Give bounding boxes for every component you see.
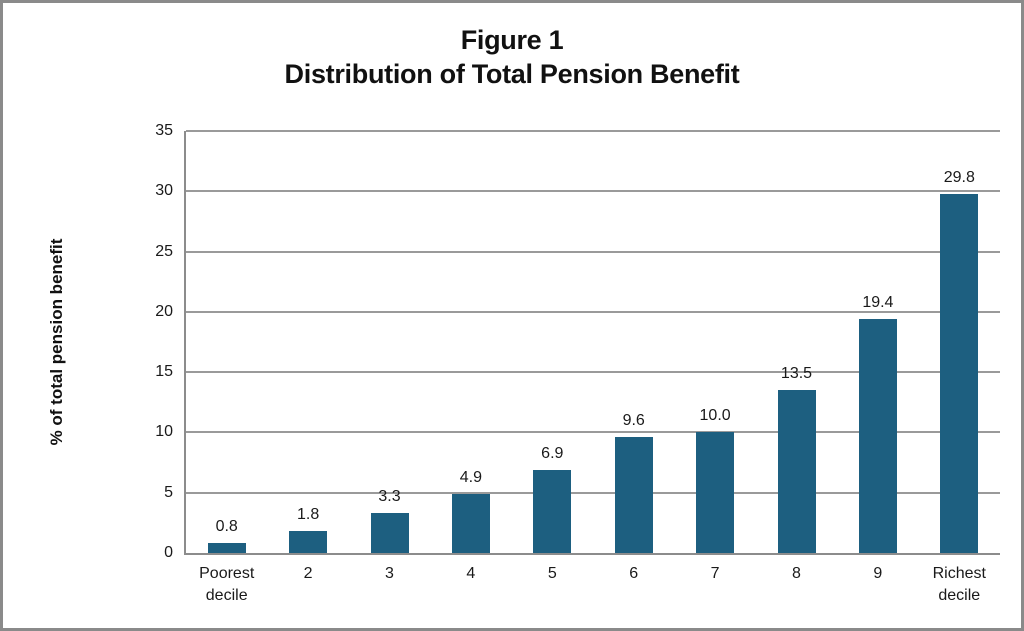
bar-value-label-1.8: 1.8 <box>296 506 320 524</box>
gridline-35 <box>186 130 1000 132</box>
bar-richest-decile <box>940 193 979 553</box>
gridline-15 <box>186 371 1000 374</box>
x-tick-label-poorest-decile: Poorest decile <box>199 565 255 604</box>
gridline-30 <box>186 190 1000 193</box>
gridline-25 <box>186 250 1000 253</box>
y-tick-label-15: 15 <box>155 363 173 381</box>
bar-9 <box>858 319 897 553</box>
bar-3 <box>370 513 409 553</box>
gridline-20 <box>186 310 1000 313</box>
plot-area: 0.8 1.8 3.3 4.9 6.9 9.6 10.0 13.5 19.4 29.8 <box>184 130 1000 555</box>
x-tick-label-6: 6 <box>629 565 639 582</box>
gridline-5 <box>186 491 1000 494</box>
bar-poorest-decile <box>207 543 246 553</box>
x-tick-label-5: 5 <box>547 565 557 582</box>
chart-title: Figure 1 Distribution of Total Pension B… <box>3 23 1021 91</box>
bar-value-label-6.9: 6.9 <box>541 444 564 462</box>
bar-value-label-9.6: 9.6 <box>622 412 645 430</box>
y-tick-label-35: 35 <box>155 122 173 139</box>
y-axis-line <box>184 131 186 553</box>
y-axis-title: % of total pension benefit <box>47 238 66 446</box>
chart-title-line-2: Distribution of Total Pension Benefit <box>284 59 740 89</box>
y-tick-label-25: 25 <box>155 242 173 260</box>
y-tick-label-30: 30 <box>155 182 173 200</box>
x-tick-label-richest-decile: Richest decile <box>932 565 986 604</box>
bar-5 <box>533 469 572 553</box>
x-tick-label-7: 7 <box>710 565 720 582</box>
bar-value-label-10.0: 10.0 <box>699 407 731 425</box>
y-tick-label-10: 10 <box>155 423 173 441</box>
x-tick-label-9: 9 <box>873 565 883 582</box>
bar-7 <box>696 432 735 553</box>
bar-8 <box>777 390 816 553</box>
bar-value-label-0.8: 0.8 <box>215 518 238 536</box>
bar-2 <box>289 531 328 553</box>
bar-value-label-19.4: 19.4 <box>862 294 894 312</box>
y-tick-label-0: 0 <box>164 544 173 561</box>
chart-title-line-1: Figure 1 <box>460 25 564 55</box>
bar-value-label-13.5: 13.5 <box>780 365 813 383</box>
y-tick-label-5: 5 <box>164 483 173 501</box>
bar-value-label-29.8: 29.8 <box>943 168 975 186</box>
x-axis-line <box>184 553 1000 555</box>
gridline-10 <box>186 431 1000 434</box>
bar-4 <box>451 493 490 553</box>
x-tick-label-2: 2 <box>303 565 313 582</box>
x-tick-label-8: 8 <box>792 565 801 582</box>
bar-value-label-4.9: 4.9 <box>459 468 483 486</box>
bar-6 <box>614 437 653 553</box>
x-tick-label-3: 3 <box>385 565 394 582</box>
x-tick-label-4: 4 <box>466 565 476 582</box>
bar-value-label-3.3: 3.3 <box>378 488 401 506</box>
y-tick-label-20: 20 <box>155 302 173 320</box>
